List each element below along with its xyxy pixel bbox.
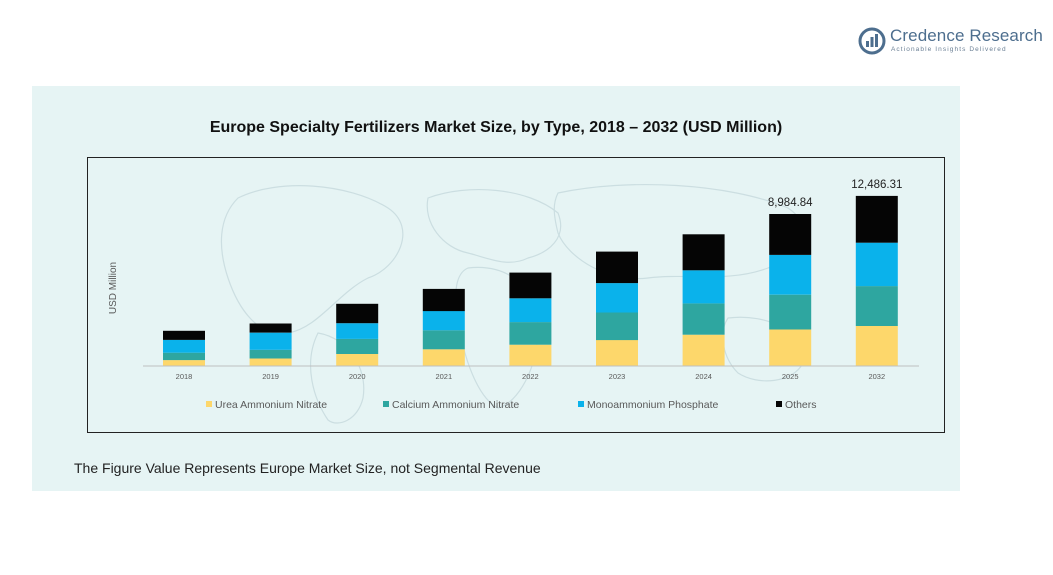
- bar-monoammonium-phosphate-2025: [769, 254, 812, 295]
- bar-monoammonium-phosphate-2024: [682, 270, 725, 304]
- bar-urea-ammonium-nitrate-2024: [682, 334, 725, 366]
- bar-urea-ammonium-nitrate-2032: [855, 326, 898, 366]
- chart-panel: Europe Specialty Fertilizers Market Size…: [32, 86, 960, 491]
- bar-others-2032: [855, 195, 898, 243]
- bar-others-2024: [682, 234, 725, 271]
- total-labels: 8,984.84 12,486.31: [768, 179, 903, 209]
- legend-label-urea-ammonium-nitrate: Urea Ammonium Nitrate: [215, 399, 327, 411]
- bar-others-2019: [249, 323, 292, 333]
- chart-title: Europe Specialty Fertilizers Market Size…: [209, 119, 783, 136]
- x-tick-label-2021: 2021: [435, 372, 452, 381]
- bar-urea-ammonium-nitrate-2025: [769, 329, 812, 366]
- bar-others-2025: [769, 214, 812, 255]
- legend-item-others: Others: [776, 399, 817, 411]
- bar-calcium-ammonium-nitrate-2021: [422, 330, 465, 350]
- legend-swatch-others: [776, 401, 782, 407]
- legend-label-others: Others: [785, 399, 817, 411]
- bar-urea-ammonium-nitrate-2022: [509, 344, 552, 366]
- bar-monoammonium-phosphate-2018: [163, 339, 205, 353]
- x-tick-label-2020: 2020: [349, 372, 366, 381]
- bar-calcium-ammonium-nitrate-2018: [163, 352, 205, 361]
- bar-monoammonium-phosphate-2023: [596, 283, 638, 313]
- legend-label-calcium-ammonium-nitrate: Calcium Ammonium Nitrate: [392, 399, 519, 411]
- legend-swatch-urea-ammonium-nitrate: [206, 401, 212, 407]
- bar-calcium-ammonium-nitrate-2020: [336, 338, 379, 354]
- bar-others-2018: [163, 330, 205, 340]
- x-tick-label-2032: 2032: [868, 372, 885, 381]
- x-tick-labels: 2018 2019 2020 2021 2022 2023 2024 2025 2032: [176, 372, 885, 381]
- chart-svg: 2018 2019 2020 2021 2022 2023 2024 2025 2032 8,9…: [108, 179, 919, 424]
- legend-item-monoammonium-phosphate: Monoammonium Phosphate: [578, 399, 718, 411]
- bar-calcium-ammonium-nitrate-2022: [509, 322, 552, 345]
- brand-tagline: Actionable Insights Delivered: [891, 46, 1007, 53]
- bar-urea-ammonium-nitrate-2021: [422, 349, 465, 366]
- bar-monoammonium-phosphate-2019: [249, 332, 292, 350]
- bar-monoammonium-phosphate-2020: [336, 323, 379, 339]
- bar-calcium-ammonium-nitrate-2025: [769, 294, 812, 330]
- bar-others-2023: [596, 251, 638, 284]
- legend-item-calcium-ammonium-nitrate: Calcium Ammonium Nitrate: [383, 399, 519, 411]
- bar-urea-ammonium-nitrate-2023: [596, 340, 638, 366]
- legend-label-monoammonium-phosphate: Monoammonium Phosphate: [587, 399, 718, 411]
- x-tick-label-2023: 2023: [609, 372, 626, 381]
- bar-others-2022: [509, 272, 552, 299]
- bar-urea-ammonium-nitrate-2019: [249, 358, 292, 366]
- bar-monoammonium-phosphate-2032: [855, 242, 898, 287]
- bar-monoammonium-phosphate-2021: [422, 311, 465, 331]
- bar-calcium-ammonium-nitrate-2024: [682, 303, 725, 335]
- x-tick-label-2019: 2019: [262, 372, 279, 381]
- x-tick-label-2018: 2018: [176, 372, 193, 381]
- bar-others-2021: [422, 288, 465, 312]
- bar-urea-ammonium-nitrate-2018: [163, 360, 205, 366]
- brand-logo: Credence Research Actionable Insights De…: [858, 26, 1048, 58]
- legend-swatch-calcium-ammonium-nitrate: [383, 401, 389, 407]
- bar-monoammonium-phosphate-2022: [509, 298, 552, 323]
- bar-others-2020: [336, 303, 379, 324]
- footnote: The Figure Value Represents Europe Marke…: [74, 460, 541, 476]
- bar-calcium-ammonium-nitrate-2032: [855, 286, 898, 326]
- total-label-2025: 8,984.84: [768, 197, 813, 209]
- bar-urea-ammonium-nitrate-2020: [336, 354, 379, 366]
- x-tick-label-2024: 2024: [695, 372, 712, 381]
- legend-swatch-monoammonium-phosphate: [578, 401, 584, 407]
- total-label-2032: 12,486.31: [851, 179, 902, 191]
- legend-item-urea-ammonium-nitrate: Urea Ammonium Nitrate: [206, 399, 327, 411]
- brand-name: Credence Research: [890, 26, 1043, 45]
- chart-area: 2018 2019 2020 2021 2022 2023 2024 2025 2032 8,9…: [87, 157, 945, 433]
- x-tick-label-2025: 2025: [782, 372, 799, 381]
- bars-layer: [163, 195, 898, 366]
- bar-calcium-ammonium-nitrate-2023: [596, 312, 638, 341]
- bar-calcium-ammonium-nitrate-2019: [249, 349, 292, 359]
- x-tick-label-2022: 2022: [522, 372, 539, 381]
- legend: Urea Ammonium Nitrate Calcium Ammonium Ni…: [206, 399, 817, 411]
- y-axis-label: USD Million: [108, 262, 119, 314]
- credence-logo-icon: [858, 27, 886, 55]
